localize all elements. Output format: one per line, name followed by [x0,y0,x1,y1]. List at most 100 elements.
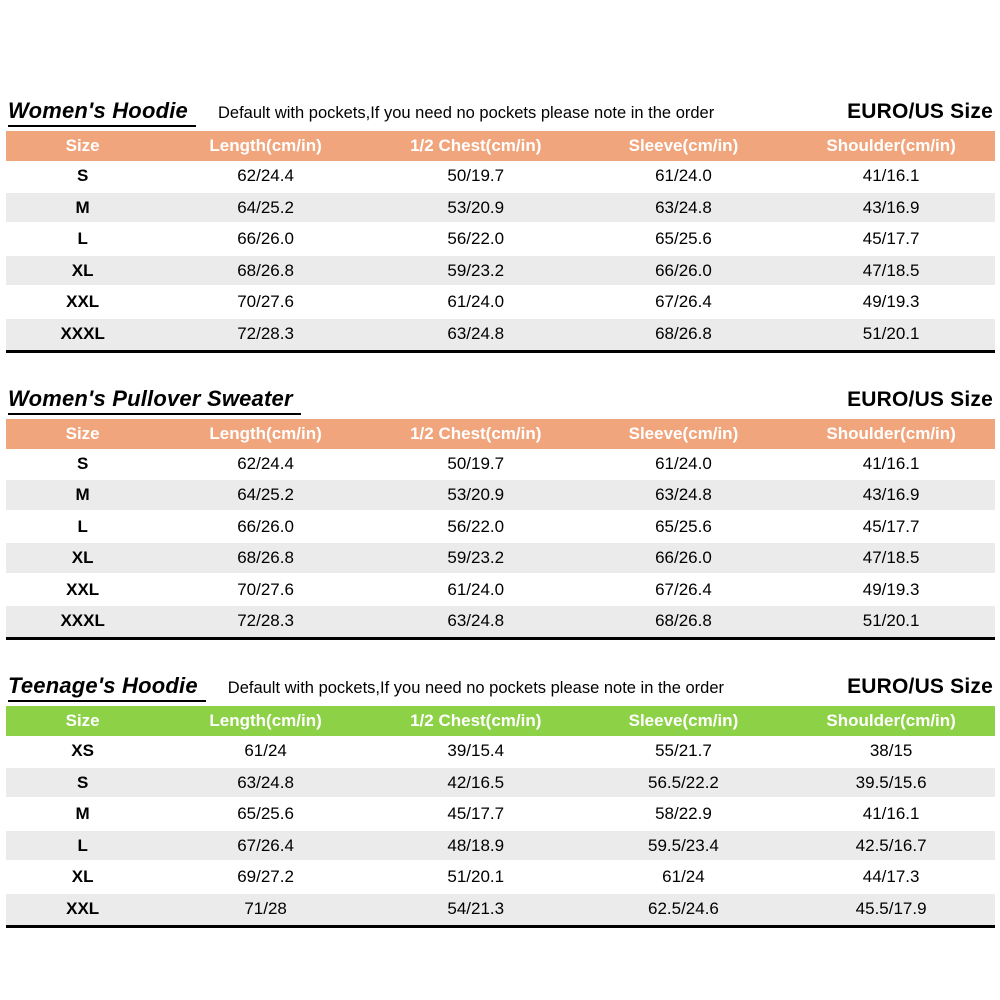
measurement-cell: 66/26.0 [237,516,294,536]
measurement-cell: 48/18.9 [447,835,505,855]
column-header-length-cm-in-: Length(cm/in) [209,423,322,443]
measurement-cell: 68/26.8 [655,611,712,630]
column-header-size: Size [65,711,100,730]
size-cell: L [77,229,88,248]
size-cell: XL [71,260,94,280]
size-cell: XXL [66,579,100,599]
measurement-cell: 58/22.9 [655,804,712,823]
measurement-cell: 65/25.6 [655,516,712,536]
table-row-xl: XL 68/26.8 59/23.2 66/26.0 47/18.5 [6,543,995,575]
measurement-cell: 63/24.8 [447,611,505,630]
measurement-cell: 39/15.4 [447,741,505,760]
measurement-cell: 66/26.0 [655,260,712,280]
column-header-1-2-chest-cm-in-: 1/2 Chest(cm/in) [410,423,542,443]
table-row-s: S 63/24.8 42/16.5 56.5/22.2 39.5/15.6 [6,767,995,799]
measurement-cell: 66/26.0 [237,229,294,248]
measurement-cell: 45/17.7 [862,516,920,536]
measurement-cell: 68/26.8 [655,323,712,343]
measurement-cell: 56.5/22.2 [647,772,719,792]
measurement-cell: 42/16.5 [447,772,505,792]
column-header-shoulder-cm-in-: Shoulder(cm/in) [826,136,956,155]
size-cell: M [75,197,90,217]
pockets-note: Default with pockets,If you need no pock… [227,679,725,697]
section-womens-hoodie: Women's Hoodie Default with pockets,If y… [6,98,995,353]
size-cell: XS [71,741,94,760]
measurement-cell: 62/24.4 [237,166,294,185]
pockets-note: Default with pockets,If you need no pock… [217,104,715,122]
table-header-row: Size Length(cm/in) 1/2 Chest(cm/in) Sleeve(… [6,418,995,449]
measurement-cell: 41/16.1 [862,804,920,823]
size-cell: XXXL [60,323,105,343]
column-header-1-2-chest-cm-in-: 1/2 Chest(cm/in) [410,136,542,155]
measurement-cell: 55/21.7 [655,741,712,760]
table-row-xxl: XXL 71/28 54/21.3 62.5/24.6 45.5/17.9 [6,893,995,925]
size-cell: M [75,485,90,504]
measurement-cell: 61/24.0 [655,166,712,185]
measurement-cell: 56/22.0 [447,229,505,248]
measurement-cell: 51/20.1 [862,323,920,343]
measurement-cell: 39.5/15.6 [855,772,927,792]
size-cell: XXL [66,898,100,918]
section-header: Women's Pullover Sweater EURO/US Size [6,386,995,416]
size-cell: XXL [66,292,100,311]
measurement-cell: 70/27.6 [237,292,294,311]
measurement-cell: 54/21.3 [447,898,505,918]
measurement-cell: 61/24.0 [655,453,712,473]
measurement-cell: 41/16.1 [862,166,920,185]
measurement-cell: 64/25.2 [237,485,294,504]
column-header-sleeve-cm-in-: Sleeve(cm/in) [628,136,739,155]
size-cell: XL [71,867,94,886]
column-header-size: Size [65,423,100,443]
table-row-xl: XL 68/26.8 59/23.2 66/26.0 47/18.5 [6,255,995,287]
measurement-cell: 50/19.7 [447,166,505,185]
measurement-cell: 45.5/17.9 [855,898,927,918]
size-cell: L [77,835,88,855]
column-header-length-cm-in-: Length(cm/in) [209,711,322,730]
measurement-cell: 59/23.2 [447,548,505,567]
table-row-s: S 62/24.4 50/19.7 61/24.0 41/16.1 [6,161,995,193]
table-row-xl: XL 69/27.2 51/20.1 61/24 44/17.3 [6,862,995,894]
table-header-row: Size Length(cm/in) 1/2 Chest(cm/in) Sleeve(… [6,131,995,161]
section-header: Teenage's Hoodie Default with pockets,If… [6,673,995,703]
table-row-m: M 64/25.2 53/20.9 63/24.8 43/16.9 [6,192,995,224]
measurement-cell: 63/24.8 [237,772,294,792]
table-row-xxxl: XXXL 72/28.3 63/24.8 68/26.8 51/20.1 [6,606,995,637]
size-table: Size Length(cm/in) 1/2 Chest(cm/in) Sleeve(… [6,418,995,640]
measurement-cell: 45/17.7 [862,229,920,248]
measurement-cell: 53/20.9 [447,197,505,217]
measurement-cell: 38/15 [869,741,913,760]
size-table: Size Length(cm/in) 1/2 Chest(cm/in) Sleeve(… [6,131,995,353]
measurement-cell: 49/19.3 [862,579,920,599]
measurement-cell: 59/23.2 [447,260,505,280]
size-cell: XL [71,548,94,567]
table-row-xxxl: XXXL 72/28.3 63/24.8 68/26.8 51/20.1 [6,318,995,350]
measurement-cell: 62.5/24.6 [647,898,719,918]
size-cell: S [76,453,89,473]
measurement-cell: 43/16.9 [862,485,920,504]
column-header-length-cm-in-: Length(cm/in) [209,136,322,155]
measurement-cell: 43/16.9 [862,197,920,217]
table-body: XS 61/24 39/15.4 55/21.7 38/15 S 63/24.8 42/16.… [6,736,995,925]
euro-us-size-label: EURO/US Size [847,387,993,411]
measurement-cell: 49/19.3 [862,292,920,311]
measurement-cell: 45/17.7 [447,804,505,823]
measurement-cell: 44/17.3 [862,867,920,886]
measurement-cell: 66/26.0 [655,548,712,567]
column-header-shoulder-cm-in-: Shoulder(cm/in) [826,423,956,443]
table-row-xs: XS 61/24 39/15.4 55/21.7 38/15 [6,736,995,768]
size-cell: S [76,772,89,792]
measurement-cell: 62/24.4 [237,453,294,473]
size-cell: XXXL [60,611,105,630]
section-teenages-hoodie: Teenage's Hoodie Default with pockets,If… [6,673,995,928]
measurement-cell: 47/18.5 [862,260,920,280]
measurement-cell: 63/24.8 [655,197,712,217]
measurement-cell: 61/24 [662,867,705,886]
section-title: Women's Hoodie [8,98,196,127]
measurement-cell: 63/24.8 [655,485,712,504]
measurement-cell: 72/28.3 [237,323,294,343]
table-row-xxl: XXL 70/27.6 61/24.0 67/26.4 49/19.3 [6,287,995,319]
measurement-cell: 64/25.2 [237,197,294,217]
measurement-cell: 42.5/16.7 [855,835,927,855]
section-header: Women's Hoodie Default with pockets,If y… [6,98,995,128]
measurement-cell: 59.5/23.4 [647,835,719,855]
